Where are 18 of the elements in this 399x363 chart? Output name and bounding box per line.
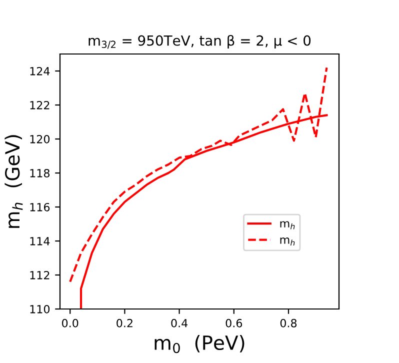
x-tick-label: 0.0 (62, 318, 78, 328)
legend-label: m$_{h}$ (280, 221, 295, 230)
x-tick-label: 0.2 (116, 318, 132, 328)
x-tick-label: 0.8 (280, 318, 297, 328)
y-tick-label: 110 (30, 304, 50, 314)
y-tick-label: 114 (30, 237, 50, 246)
x-tick-label: 0.6 (226, 318, 242, 328)
y-tick-label: 118 (30, 168, 50, 178)
chart-title: m$_{3/2}$ = 950TeV, tan β = 2, μ < 0 (88, 34, 311, 49)
y-tick-label: 120 (30, 134, 50, 144)
y-tick-label: 122 (30, 100, 50, 110)
y-tick-label: 112 (30, 270, 50, 280)
y-tick-label: 116 (30, 202, 50, 212)
y-axis-title: m$_{h}$ (GeV) (4, 135, 23, 228)
legend-label: m$_{h}$ (280, 238, 295, 246)
x-axis-title: m$_{0}$ (PeV) (154, 335, 244, 354)
y-tick-label: 124 (30, 66, 50, 76)
x-tick-label: 0.4 (171, 318, 188, 328)
